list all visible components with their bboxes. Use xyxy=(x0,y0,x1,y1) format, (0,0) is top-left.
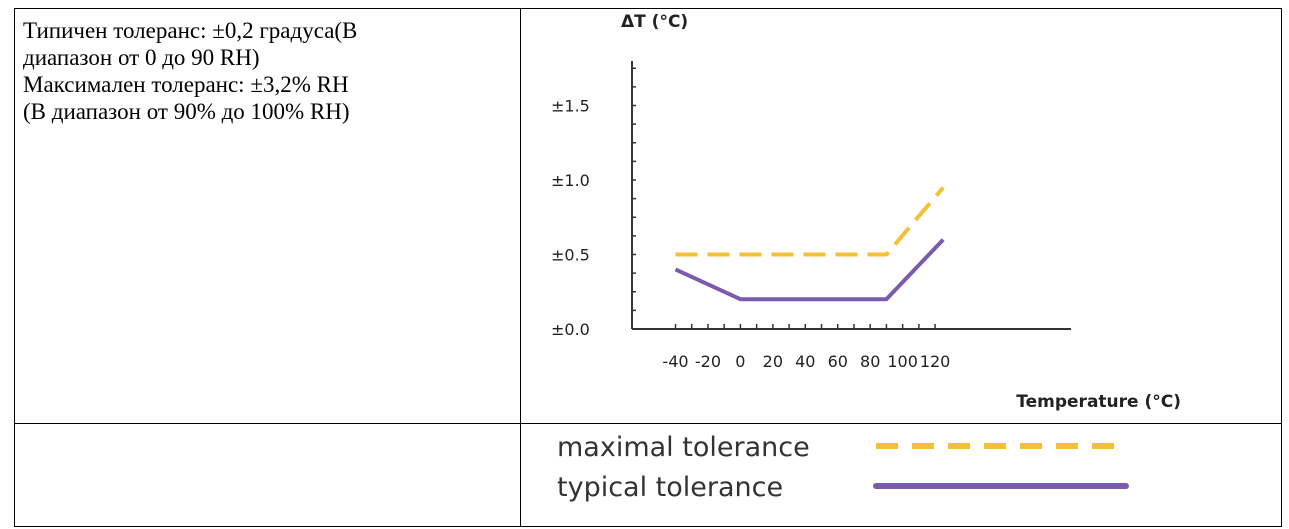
y-tick-label: ±0.0 xyxy=(551,320,590,339)
description-line: (В диапазон от 90% до 100% RH) xyxy=(23,99,350,124)
x-tick-label: 40 xyxy=(795,352,815,371)
tolerance-description: Типичен толеранс: ±0,2 градуса(В диапазо… xyxy=(15,9,520,125)
x-tick-label: 60 xyxy=(828,352,848,371)
legend-cell: maximal tolerance typical tolerance xyxy=(520,423,1282,527)
x-tick-label: 80 xyxy=(860,352,880,371)
y-tick-label: ±1.0 xyxy=(551,171,590,190)
layout-table: Типичен толеранс: ±0,2 градуса(В диапазо… xyxy=(14,8,1282,527)
empty-cell xyxy=(14,423,521,527)
y-tick-label: ±1.5 xyxy=(551,97,590,116)
x-axis-label: Temperature (°C) xyxy=(1016,392,1181,412)
description-line: диапазон от 0 до 90 RH) xyxy=(23,45,260,70)
description-line: Максимален толеранс: ±3,2% RH xyxy=(23,72,349,97)
tolerance-chart: ±0.0 ±0.5 ±1.0 ±1.5 -40 -20 0 20 40 60 80 100 120 ΔT … xyxy=(551,12,1181,412)
chart-legend: maximal tolerance typical tolerance xyxy=(557,432,1129,503)
x-tick-label: 20 xyxy=(763,352,783,371)
x-tick-label: 120 xyxy=(920,352,951,371)
legend-label: maximal tolerance xyxy=(557,432,810,463)
typical-tolerance-line xyxy=(674,238,945,302)
x-tick-label: -20 xyxy=(695,352,721,371)
maximal-tolerance-line xyxy=(675,186,945,257)
x-tick-label: 0 xyxy=(735,352,745,371)
y-axis-label: ΔT (°C) xyxy=(621,12,688,32)
description-line: Типичен толеранс: ±0,2 градуса(В xyxy=(23,18,358,43)
description-cell: Типичен толеранс: ±0,2 градуса(В диапазо… xyxy=(14,8,521,424)
chart-cell: ±0.0 ±0.5 ±1.0 ±1.5 -40 -20 0 20 40 60 80 100 120 ΔT … xyxy=(520,8,1282,424)
x-tick-label: -40 xyxy=(662,352,688,371)
x-tick-label: 100 xyxy=(887,352,918,371)
legend-label: typical tolerance xyxy=(557,472,783,503)
y-tick-label: ±0.5 xyxy=(551,246,590,265)
